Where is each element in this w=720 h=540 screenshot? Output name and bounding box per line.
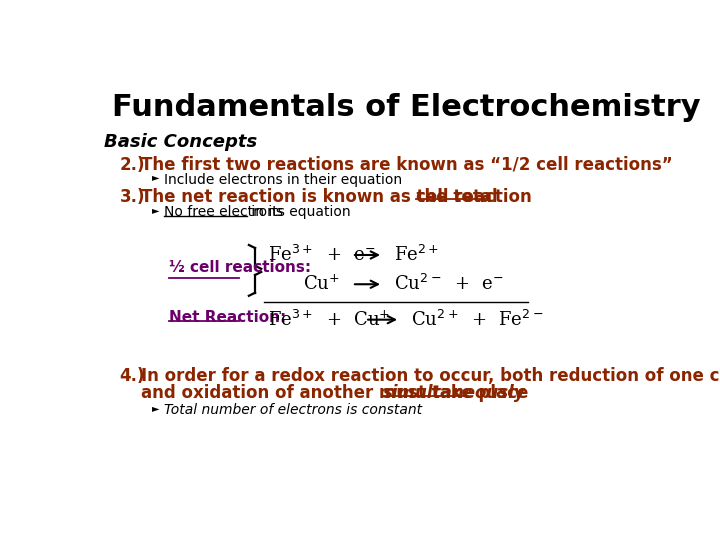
Text: Fundamentals of Electrochemistry: Fundamentals of Electrochemistry: [112, 92, 701, 122]
Text: Include electrons in their equation: Include electrons in their equation: [163, 173, 402, 187]
Text: Cu$^{2-}$  +  e$^{-}$: Cu$^{2-}$ + e$^{-}$: [394, 274, 503, 294]
Text: No free electrons: No free electrons: [163, 205, 283, 219]
Text: simultaneously: simultaneously: [383, 384, 526, 402]
Text: 3.): 3.): [120, 188, 145, 206]
Text: Cu$^{2+}$  +  Fe$^{2-}$: Cu$^{2+}$ + Fe$^{2-}$: [411, 309, 544, 330]
Text: 4.): 4.): [120, 367, 145, 386]
Text: ►: ►: [152, 173, 160, 183]
Text: Net Reaction:: Net Reaction:: [169, 309, 287, 325]
Text: Cu$^{+}$: Cu$^{+}$: [303, 274, 340, 294]
Text: 2.): 2.): [120, 156, 145, 174]
Text: The first two reactions are known as “1/2 cell reactions”: The first two reactions are known as “1/…: [141, 156, 673, 174]
Text: ►: ►: [152, 403, 160, 413]
Text: and oxidation of another must take place: and oxidation of another must take place: [141, 384, 534, 402]
Text: ►: ►: [152, 205, 160, 215]
Text: In order for a redox reaction to occur, both reduction of one compound: In order for a redox reaction to occur, …: [141, 367, 720, 386]
Text: Basic Concepts: Basic Concepts: [104, 132, 257, 151]
Text: Fe$^{3+}$  +  Cu$^{+}$: Fe$^{3+}$ + Cu$^{+}$: [269, 309, 390, 330]
Text: ½ cell reactions:: ½ cell reactions:: [169, 260, 311, 275]
Text: cell reaction: cell reaction: [416, 188, 532, 206]
Text: Fe$^{3+}$  +  e$^{-}$: Fe$^{3+}$ + e$^{-}$: [269, 245, 376, 265]
Text: Total number of electrons is constant: Total number of electrons is constant: [163, 403, 422, 417]
Text: Fe$^{2+}$: Fe$^{2+}$: [394, 245, 438, 265]
Text: in its equation: in its equation: [248, 205, 351, 219]
Text: The net reaction is known as the total: The net reaction is known as the total: [141, 188, 503, 206]
